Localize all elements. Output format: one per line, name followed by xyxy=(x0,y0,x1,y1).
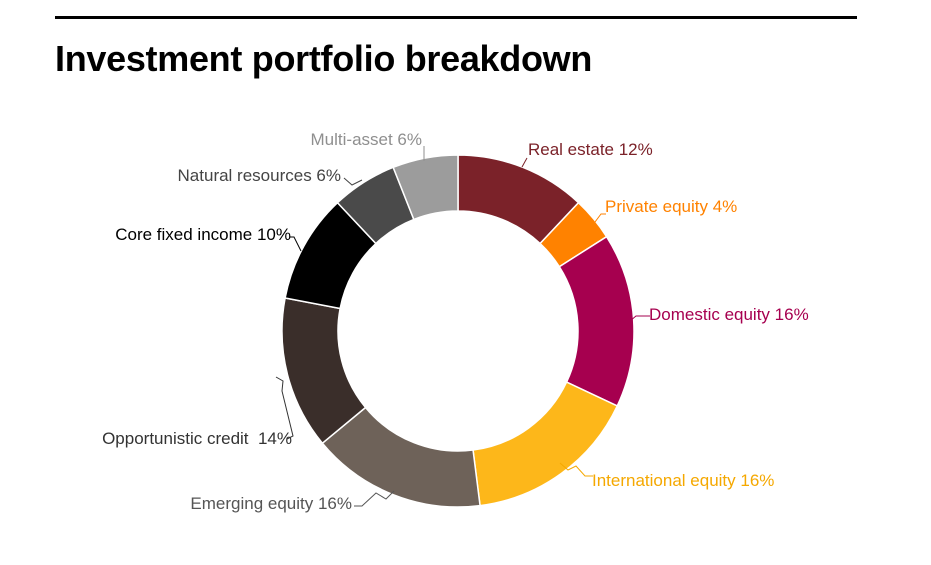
top-rule xyxy=(55,16,857,19)
slice-domestic-equity xyxy=(558,235,635,407)
slice-label-private-equity: Private equity 4% xyxy=(605,197,737,216)
slice-labels: Real estate 12% Private equity 4% Domestic… xyxy=(102,130,809,513)
slice-label-emerging-equity: Emerging equity 16% xyxy=(190,494,352,513)
leader-line-real-estate xyxy=(521,157,528,168)
leader-line-domestic-equity xyxy=(629,315,650,322)
donut-slices xyxy=(281,154,635,508)
slice-label-core-fixed-income: Core fixed income 10% xyxy=(115,225,291,244)
slice-label-real-estate: Real estate 12% xyxy=(528,140,653,159)
leader-line-natural-resources xyxy=(343,177,363,186)
leader-line-core-fixed-income xyxy=(290,236,302,252)
leader-line-private-equity xyxy=(588,213,606,231)
leader-line-opportunistic-credit xyxy=(275,376,294,440)
page-title: Investment portfolio breakdown xyxy=(55,38,593,79)
slice-multi-asset xyxy=(392,154,459,221)
slice-label-domestic-equity: Domestic equity 16% xyxy=(649,305,809,324)
leader-line-emerging-equity xyxy=(354,490,395,507)
slice-label-multi-asset: Multi-asset 6% xyxy=(311,130,422,149)
slice-label-international-equity: International equity 16% xyxy=(592,471,774,490)
slice-label-opportunistic-credit: Opportunistic credit 14% xyxy=(102,429,292,448)
slice-label-natural-resources: Natural resources 6% xyxy=(178,166,341,185)
leader-line-international-equity xyxy=(559,462,593,477)
label-leader-lines xyxy=(275,146,650,507)
